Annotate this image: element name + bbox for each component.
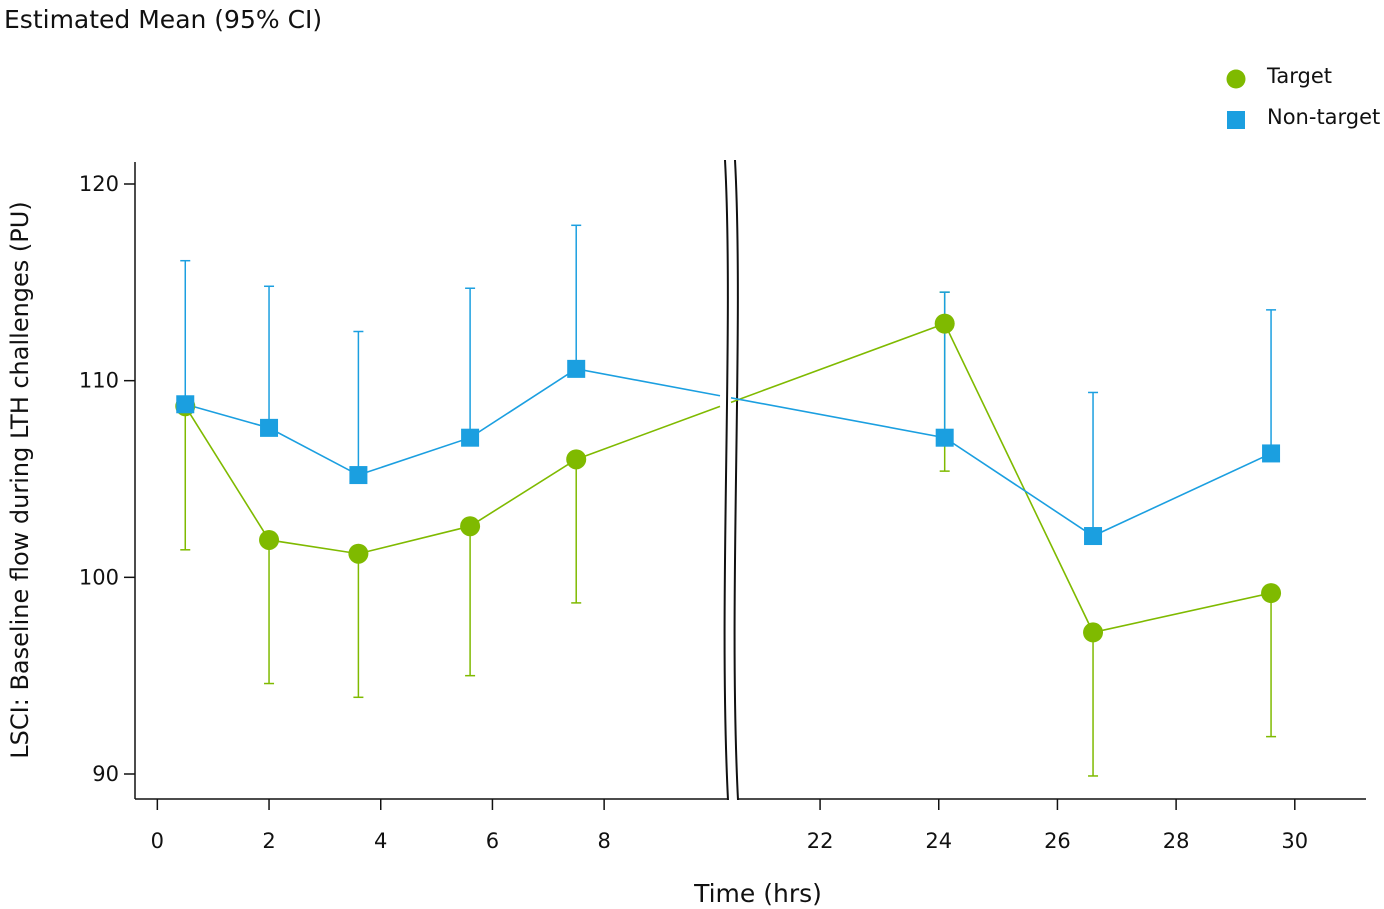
- x-tick-label: 28: [1163, 829, 1190, 853]
- data-point-target: [460, 516, 481, 537]
- data-point-target: [934, 313, 955, 334]
- break-line-left: [723, 159, 729, 801]
- data-point-non-target: [567, 359, 586, 378]
- x-tick-label: 24: [925, 829, 952, 853]
- data-point-target: [348, 543, 369, 564]
- data-point-non-target: [1262, 444, 1281, 463]
- x-tick-label: 8: [597, 829, 610, 853]
- legend-non-target-marker: [1227, 111, 1245, 129]
- y-tick-label: 110: [79, 369, 119, 393]
- data-point-non-target: [176, 395, 195, 414]
- data-point-target: [1083, 622, 1104, 643]
- legend-target-label: Target: [1266, 64, 1332, 88]
- x-tick-label: 30: [1281, 829, 1308, 853]
- break-line-right: [733, 159, 739, 801]
- data-point-non-target: [349, 466, 368, 485]
- y-tick-label: 120: [79, 172, 119, 196]
- data-point-non-target: [260, 418, 279, 437]
- data-point-non-target: [1084, 527, 1103, 546]
- axis-break-marker: [723, 159, 739, 801]
- legend-non-target-label: Non-target: [1267, 105, 1380, 129]
- legend: Target Non-target: [1226, 64, 1380, 129]
- x-tick-label: 0: [151, 829, 164, 853]
- x-tick-label: 4: [374, 829, 387, 853]
- x-tick-label: 6: [486, 829, 499, 853]
- series-line: [730, 396, 1272, 537]
- x-axis-label: Time (hrs): [693, 879, 822, 908]
- series-line: [730, 322, 1272, 634]
- series-line: [185, 368, 721, 476]
- data-point-non-target: [935, 428, 954, 447]
- plot-area: [175, 224, 1282, 777]
- x-tick-label: 26: [1044, 829, 1071, 853]
- data-point-target: [566, 449, 587, 470]
- data-point-non-target: [461, 428, 480, 447]
- y-tick-label: 90: [92, 762, 119, 786]
- data-point-target: [259, 529, 280, 550]
- x-tick-label: 2: [262, 829, 275, 853]
- legend-target-marker: [1226, 69, 1246, 89]
- y-axis-label: LSCI: Baseline flow during LTH challenge…: [6, 201, 34, 758]
- chart-title: Estimated Mean (95% CI): [4, 5, 322, 34]
- data-point-target: [1261, 583, 1282, 604]
- x-tick-label: 22: [807, 829, 834, 853]
- y-tick-label: 100: [79, 565, 119, 589]
- series-line: [184, 405, 721, 555]
